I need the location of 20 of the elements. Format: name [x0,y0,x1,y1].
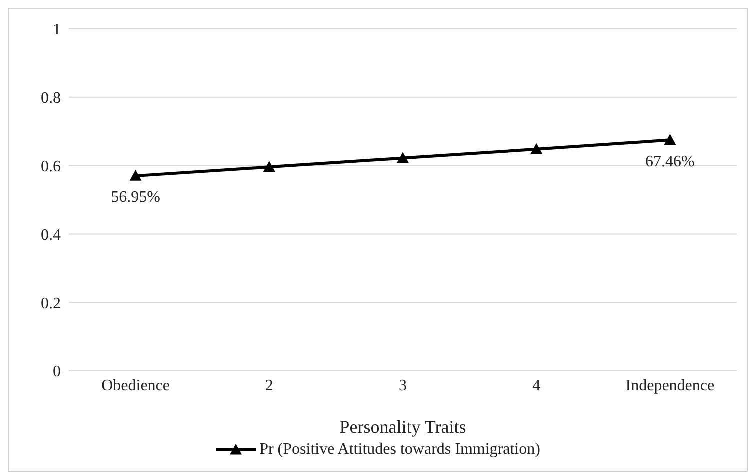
y-tick-label: 0.8 [41,90,61,108]
annotation: 56.95% [111,189,160,206]
y-tick-label: 0.2 [41,295,61,312]
x-tick-label: Obedience [102,377,170,394]
legend-label: Pr (Positive Attitudes towards Immigration) [260,441,540,459]
y-tick-label: 0.4 [41,226,61,244]
point [530,143,543,154]
x-axis-title: Personality Traits [340,417,466,437]
x-tick-label: 2 [265,377,274,394]
point [130,170,142,181]
point [664,134,676,145]
y-tick-label: 0 [53,364,61,381]
point [263,161,276,172]
annotation: 67.46% [646,153,695,170]
x-tick-label: Independence [626,377,715,394]
y-tick-label: 0.6 [41,158,61,176]
x-tick-label: 3 [399,377,407,394]
y-tick-label: 1 [53,22,61,39]
x-tick-label: 4 [532,377,541,394]
point [397,152,409,164]
